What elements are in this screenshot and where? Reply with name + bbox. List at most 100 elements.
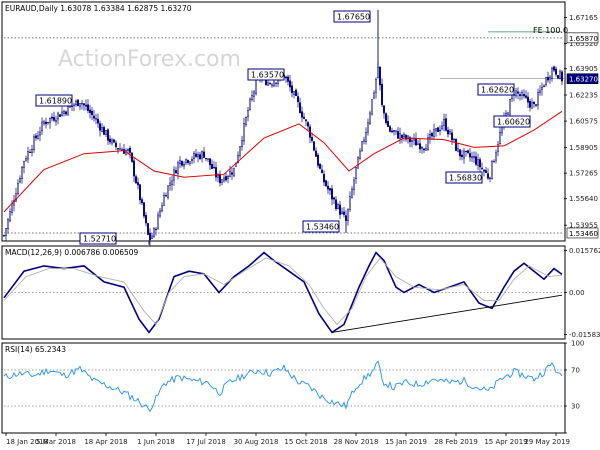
- candle: [171, 175, 173, 191]
- candle: [211, 159, 213, 170]
- candle: [469, 147, 471, 162]
- candle: [221, 179, 223, 186]
- candle: [549, 75, 551, 84]
- x-tick-label: 29 May 2019: [524, 438, 570, 446]
- candle: [393, 129, 395, 136]
- candle: [339, 200, 341, 219]
- candle: [115, 140, 117, 151]
- annotation-FE-100-0: FE 100.0: [533, 26, 568, 35]
- candle: [139, 183, 141, 205]
- candle: [163, 192, 165, 206]
- candle: [35, 132, 37, 141]
- candle: [479, 157, 481, 173]
- candle: [179, 156, 181, 169]
- candle: [411, 137, 413, 148]
- candle: [525, 90, 527, 100]
- macd-tick-label: -0.015834: [569, 331, 600, 339]
- candle: [79, 103, 81, 111]
- candle: [53, 111, 55, 122]
- candle: [317, 152, 319, 168]
- candle: [553, 65, 555, 72]
- candle: [167, 185, 169, 200]
- x-tick-label: 18 Apr 2018: [84, 438, 127, 446]
- candle: [59, 114, 61, 117]
- candle: [347, 208, 349, 226]
- price-annotations: 1.61890 1.52710 1.63570 1.67650 1.53460 1.626…: [35, 10, 568, 245]
- candle: [65, 110, 67, 116]
- candle: [449, 128, 451, 135]
- svg-text:FE 100.0: FE 100.0: [533, 26, 568, 35]
- candle: [201, 150, 203, 163]
- candle: [57, 111, 59, 125]
- price-candles: [3, 9, 563, 246]
- x-tick-label: 1 Jun 2018: [137, 438, 175, 446]
- price-tick-label: 1.60575: [569, 118, 598, 126]
- candle: [319, 162, 321, 170]
- candle: [433, 123, 435, 140]
- candle: [543, 84, 545, 88]
- candle: [523, 89, 525, 99]
- candle: [539, 85, 541, 96]
- candle: [485, 166, 487, 174]
- candle: [353, 176, 355, 196]
- candle: [17, 179, 19, 196]
- candle: [267, 80, 269, 87]
- candle: [29, 149, 31, 153]
- candle: [381, 78, 383, 108]
- candle: [3, 234, 5, 238]
- candle: [445, 113, 447, 132]
- macd-series: [3, 251, 564, 334]
- candle: [233, 167, 235, 178]
- candle: [327, 181, 329, 194]
- candle: [155, 226, 157, 236]
- candle: [325, 179, 327, 188]
- macd-y-axis: 0.015762 0.00 -0.015834: [564, 247, 600, 339]
- candle: [7, 217, 9, 234]
- candle: [379, 66, 381, 91]
- candle: [473, 151, 475, 163]
- candle: [111, 137, 113, 146]
- svg-text:1.67650: 1.67650: [337, 13, 370, 22]
- candle: [87, 99, 89, 114]
- candle: [97, 113, 99, 128]
- candle: [303, 112, 305, 120]
- candle: [471, 151, 473, 163]
- x-tick-label: 18 Jan 2018: [6, 438, 48, 446]
- annotation-1-63570: 1.63570: [247, 68, 285, 81]
- candle: [417, 139, 419, 145]
- candle: [33, 134, 35, 153]
- x-tick-label: 15 Apr 2019: [484, 438, 527, 446]
- annotation-1-56830: 1.56830: [445, 171, 483, 184]
- candle: [195, 149, 197, 159]
- candle: [561, 70, 563, 86]
- rsi-header: RSI(14) 65.2343: [5, 345, 66, 354]
- candle: [89, 105, 91, 119]
- macd-trendline-line: [331, 294, 563, 333]
- candle: [365, 127, 367, 145]
- candle: [477, 153, 479, 171]
- candle: [403, 132, 405, 142]
- rsi-tick-label: 70: [571, 367, 580, 375]
- candle: [423, 147, 425, 154]
- price-levels: [4, 31, 564, 234]
- candle: [193, 150, 195, 164]
- candle: [519, 91, 521, 101]
- candle: [441, 121, 443, 131]
- candle: [457, 142, 459, 153]
- candle: [147, 222, 149, 236]
- candle: [231, 167, 233, 180]
- candle: [93, 109, 95, 122]
- candle: [203, 147, 205, 158]
- candle: [225, 172, 227, 182]
- candle: [161, 202, 163, 213]
- candle: [431, 131, 433, 140]
- rsi-tick-label: 100: [571, 340, 584, 348]
- candle: [113, 139, 115, 144]
- candle: [331, 184, 333, 206]
- candle: [461, 149, 463, 161]
- candle: [429, 129, 431, 144]
- candle: [51, 113, 53, 122]
- candle: [183, 161, 185, 170]
